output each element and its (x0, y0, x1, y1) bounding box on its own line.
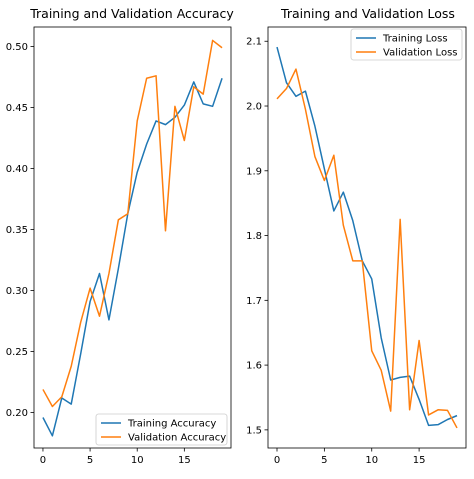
legend: Training Accuracy Validation Accuracy (95, 413, 228, 446)
series-line-1 (276, 68, 458, 429)
axes-frame (33, 26, 232, 449)
y-tick-label: 0.30 (6, 286, 28, 297)
x-tick-label: 15 (178, 455, 191, 466)
axes-frame (267, 26, 467, 449)
y-tick-label: 2.0 (246, 102, 262, 113)
y-tick-label: 1.9 (246, 166, 262, 177)
y-tick-label: 1.5 (246, 425, 262, 436)
x-tick-label: 10 (365, 455, 378, 466)
legend-box (350, 28, 463, 61)
y-tick-label: 0.40 (6, 164, 28, 175)
legend-label: Validation Accuracy (128, 433, 226, 444)
x-tick-label: 5 (321, 455, 327, 466)
y-tick-label: 1.7 (246, 296, 262, 307)
legend-label: Training Loss (382, 34, 448, 45)
accuracy-chart: Training and Validation Accuracy 0 5 10 15 0… (6, 6, 235, 466)
series-line-0 (42, 78, 223, 437)
y-tick-label: 1.6 (246, 361, 262, 372)
x-tick-label: 0 (274, 455, 280, 466)
x-tick-label: 5 (87, 455, 93, 466)
x-tick-label: 15 (413, 455, 426, 466)
loss-chart: Training and Validation Loss 0 5 10 15 1.5 1.… (246, 6, 467, 466)
y-tick-label: 1.8 (246, 231, 262, 242)
x-tick-label: 10 (131, 455, 144, 466)
chart-title: Training and Validation Accuracy (29, 6, 234, 21)
chart-title: Training and Validation Loss (280, 6, 455, 21)
x-tick-label: 0 (40, 455, 46, 466)
y-tick-label: 0.20 (6, 408, 28, 419)
y-tick-label: 0.45 (6, 103, 28, 114)
legend: Training Loss Validation Loss (350, 28, 463, 61)
legend-box (95, 413, 228, 446)
series-line-1 (42, 39, 223, 408)
y-tick-label: 0.35 (6, 225, 28, 236)
y-tick-label: 0.50 (6, 42, 28, 53)
series-line-0 (276, 46, 458, 427)
legend-label: Training Accuracy (127, 419, 216, 430)
legend-label: Validation Loss (383, 48, 458, 59)
y-tick-label: 0.25 (6, 347, 28, 358)
y-tick-label: 2.1 (246, 37, 262, 48)
